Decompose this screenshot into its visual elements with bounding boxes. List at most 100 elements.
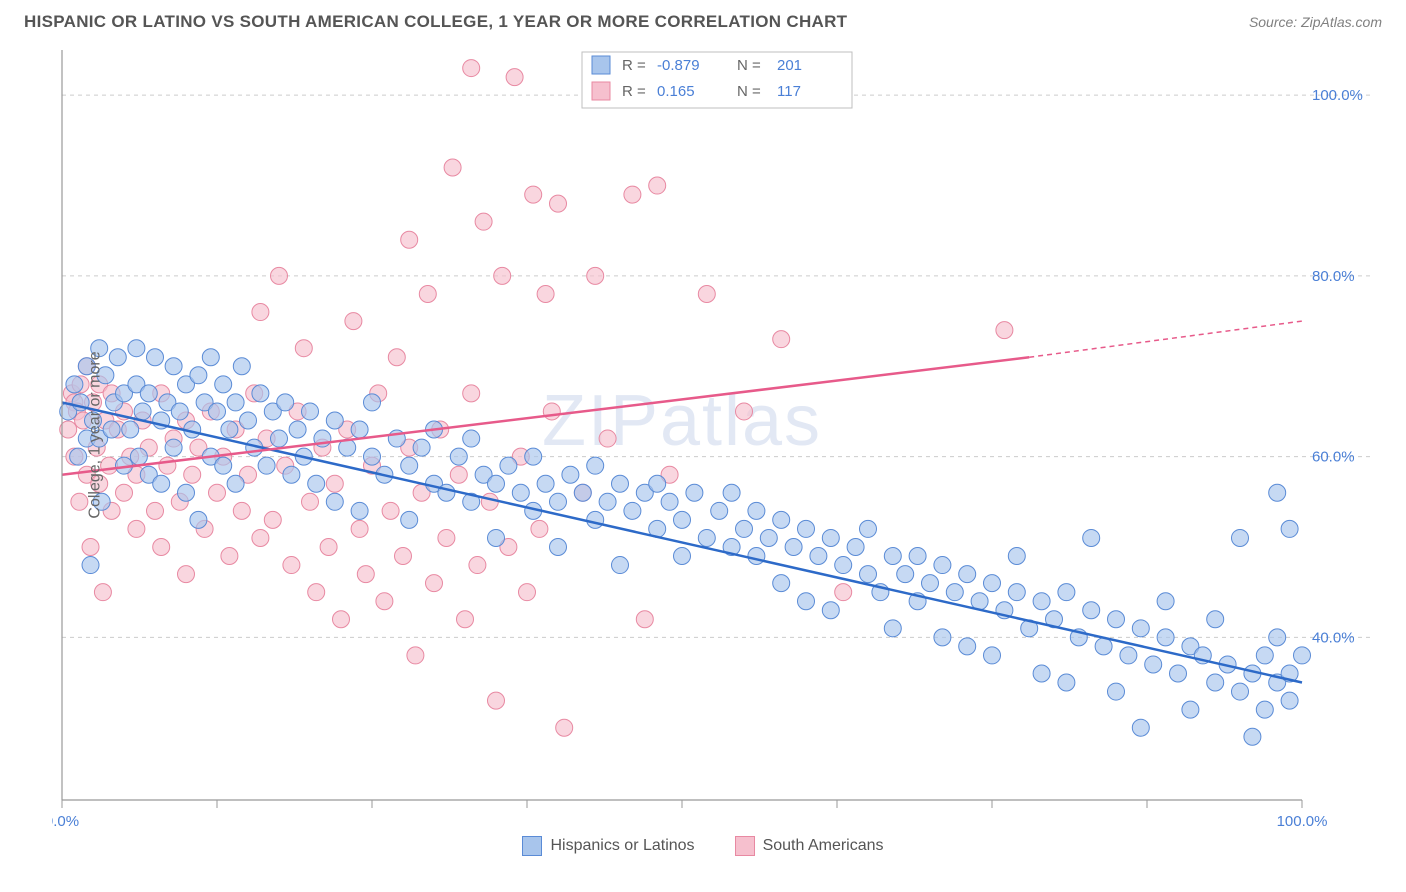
data-point — [922, 575, 939, 592]
data-point — [1232, 683, 1249, 700]
stats-swatch — [592, 82, 610, 100]
data-point — [494, 267, 511, 284]
data-point — [674, 548, 691, 565]
data-point — [252, 529, 269, 546]
data-point — [413, 439, 430, 456]
data-point — [289, 421, 306, 438]
data-point — [1182, 701, 1199, 718]
data-point — [209, 484, 226, 501]
data-point — [649, 475, 666, 492]
data-point — [426, 575, 443, 592]
data-point — [364, 448, 381, 465]
data-point — [599, 493, 616, 510]
data-point — [326, 493, 343, 510]
data-point — [308, 584, 325, 601]
data-point — [587, 511, 604, 528]
data-point — [531, 520, 548, 537]
data-point — [698, 285, 715, 302]
data-point — [171, 403, 188, 420]
data-point — [984, 647, 1001, 664]
data-point — [109, 349, 126, 366]
data-point — [984, 575, 1001, 592]
data-point — [271, 267, 288, 284]
y-tick-label: 100.0% — [1312, 87, 1363, 104]
data-point — [612, 475, 629, 492]
data-point — [209, 403, 226, 420]
data-point — [233, 502, 250, 519]
data-point — [1108, 683, 1125, 700]
source-link[interactable]: ZipAtlas.com — [1301, 14, 1382, 30]
data-point — [277, 394, 294, 411]
data-point — [140, 385, 157, 402]
legend-item-blue: Hispanics or Latinos — [522, 836, 694, 856]
data-point — [835, 557, 852, 574]
data-point — [1256, 701, 1273, 718]
data-point — [165, 358, 182, 375]
stats-swatch — [592, 56, 610, 74]
data-point — [884, 620, 901, 637]
data-point — [202, 349, 219, 366]
data-point — [946, 584, 963, 601]
data-point — [506, 69, 523, 86]
data-point — [82, 538, 99, 555]
data-point — [1232, 529, 1249, 546]
data-point — [1281, 520, 1298, 537]
data-point — [785, 538, 802, 555]
data-point — [847, 538, 864, 555]
legend-item-pink: South Americans — [735, 836, 884, 856]
data-point — [636, 611, 653, 628]
data-point — [122, 421, 139, 438]
data-point — [351, 421, 368, 438]
data-point — [1058, 584, 1075, 601]
data-point — [959, 638, 976, 655]
data-point — [128, 520, 145, 537]
data-point — [736, 403, 753, 420]
data-point — [1294, 647, 1311, 664]
data-point — [1008, 548, 1025, 565]
legend: Hispanics or Latinos South Americans — [0, 830, 1406, 856]
data-point — [512, 484, 529, 501]
data-point — [264, 511, 281, 528]
data-point — [562, 466, 579, 483]
data-point — [395, 548, 412, 565]
data-point — [469, 557, 486, 574]
data-point — [463, 60, 480, 77]
data-point — [698, 529, 715, 546]
data-point — [407, 647, 424, 664]
data-point — [1083, 529, 1100, 546]
correlation-chart: 40.0%60.0%80.0%100.0%ZIPatlas0.0%100.0%R… — [52, 40, 1382, 830]
data-point — [1170, 665, 1187, 682]
data-point — [450, 466, 467, 483]
x-tick-label-left: 0.0% — [52, 813, 79, 830]
data-point — [537, 475, 554, 492]
data-point — [302, 493, 319, 510]
data-point — [1132, 719, 1149, 736]
data-point — [550, 493, 567, 510]
data-point — [258, 457, 275, 474]
data-point — [686, 484, 703, 501]
data-point — [1145, 656, 1162, 673]
data-point — [221, 421, 238, 438]
data-point — [357, 566, 374, 583]
stats-r-label: R = — [622, 83, 646, 100]
data-point — [320, 538, 337, 555]
data-point — [822, 529, 839, 546]
data-point — [94, 584, 111, 601]
data-point — [450, 448, 467, 465]
data-point — [624, 186, 641, 203]
data-point — [488, 475, 505, 492]
data-point — [326, 475, 343, 492]
data-point — [227, 475, 244, 492]
data-point — [1008, 584, 1025, 601]
data-point — [488, 529, 505, 546]
data-point — [382, 502, 399, 519]
data-point — [351, 520, 368, 537]
data-point — [723, 484, 740, 501]
data-point — [457, 611, 474, 628]
stats-r-value: -0.879 — [657, 57, 700, 74]
data-point — [70, 448, 87, 465]
data-point — [897, 566, 914, 583]
data-point — [959, 566, 976, 583]
data-point — [401, 511, 418, 528]
stats-n-value: 201 — [777, 57, 802, 74]
